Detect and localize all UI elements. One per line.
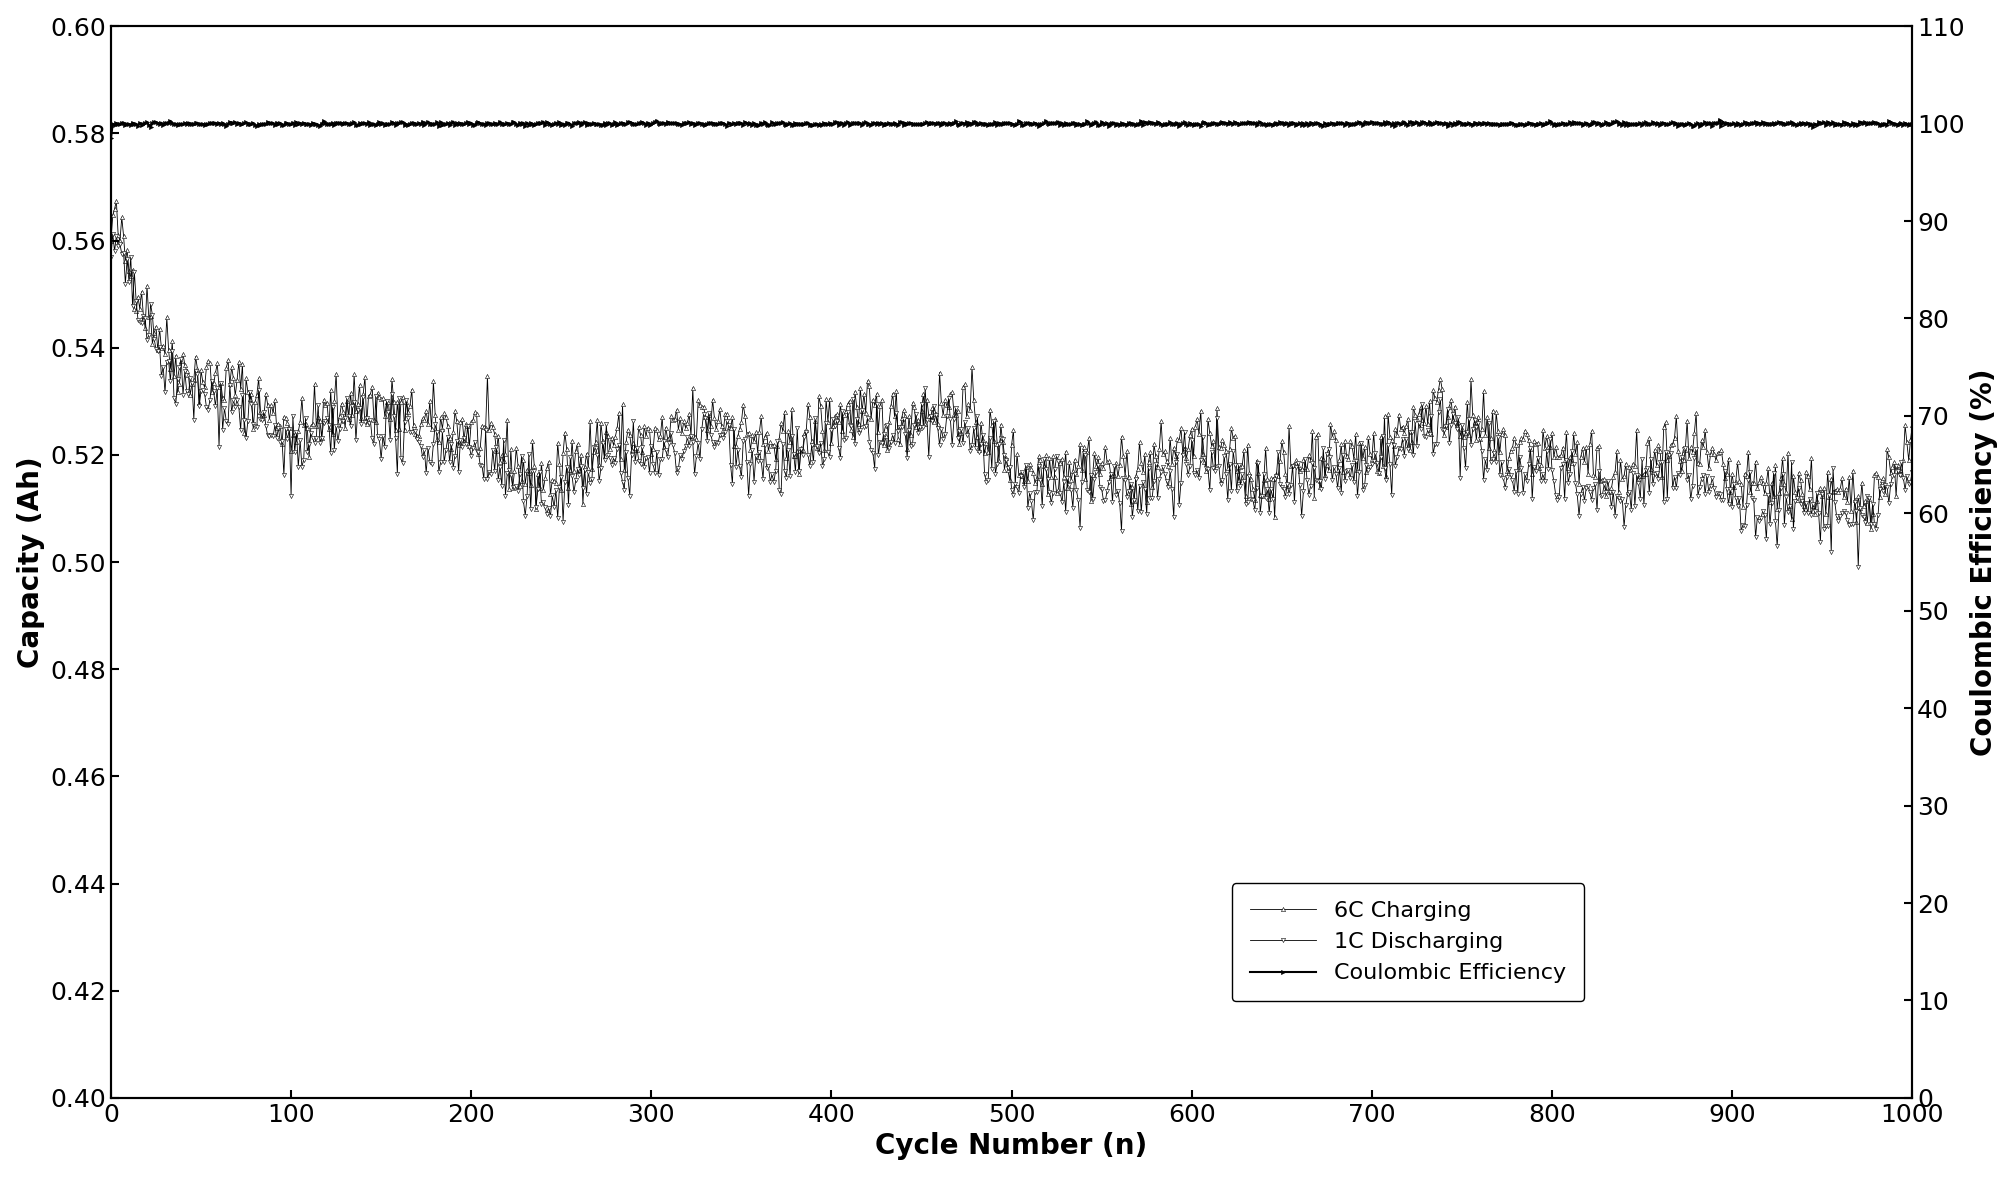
6C Charging xyxy=(105,194,129,208)
6C Charging xyxy=(1569,440,1593,454)
Line: Coulombic Efficiency: Coulombic Efficiency xyxy=(109,118,1913,140)
1C Discharging xyxy=(1845,560,1869,574)
1C Discharging xyxy=(1502,464,1527,478)
1C Discharging xyxy=(101,227,125,241)
6C Charging xyxy=(1899,418,1923,432)
Coulombic Efficiency xyxy=(1500,118,1525,132)
X-axis label: Cycle Number (n): Cycle Number (n) xyxy=(874,1132,1148,1161)
6C Charging xyxy=(99,233,123,247)
6C Charging xyxy=(1692,423,1716,437)
1C Discharging xyxy=(99,250,123,264)
Coulombic Efficiency xyxy=(99,131,123,145)
Y-axis label: Coulombic Efficiency (%): Coulombic Efficiency (%) xyxy=(1970,368,1998,756)
Y-axis label: Capacity (Ah): Capacity (Ah) xyxy=(16,457,44,667)
6C Charging xyxy=(1857,523,1881,537)
Coulombic Efficiency xyxy=(465,117,489,131)
1C Discharging xyxy=(209,423,234,437)
1C Discharging xyxy=(1813,519,1837,533)
Coulombic Efficiency xyxy=(1813,118,1837,132)
1C Discharging xyxy=(1569,480,1593,494)
Coulombic Efficiency xyxy=(1569,117,1593,131)
Legend: 6C Charging, 1C Discharging, Coulombic Efficiency: 6C Charging, 1C Discharging, Coulombic E… xyxy=(1231,883,1583,1002)
Coulombic Efficiency xyxy=(1690,117,1714,131)
6C Charging xyxy=(1502,438,1527,452)
Coulombic Efficiency xyxy=(209,117,234,131)
Coulombic Efficiency xyxy=(1899,117,1923,131)
6C Charging xyxy=(465,446,489,460)
Coulombic Efficiency xyxy=(1706,113,1730,127)
1C Discharging xyxy=(1692,487,1716,501)
Line: 1C Discharging: 1C Discharging xyxy=(109,232,1913,568)
6C Charging xyxy=(1813,507,1837,521)
Line: 6C Charging: 6C Charging xyxy=(109,199,1913,531)
1C Discharging xyxy=(1899,465,1923,479)
1C Discharging xyxy=(465,445,489,459)
6C Charging xyxy=(209,391,234,405)
